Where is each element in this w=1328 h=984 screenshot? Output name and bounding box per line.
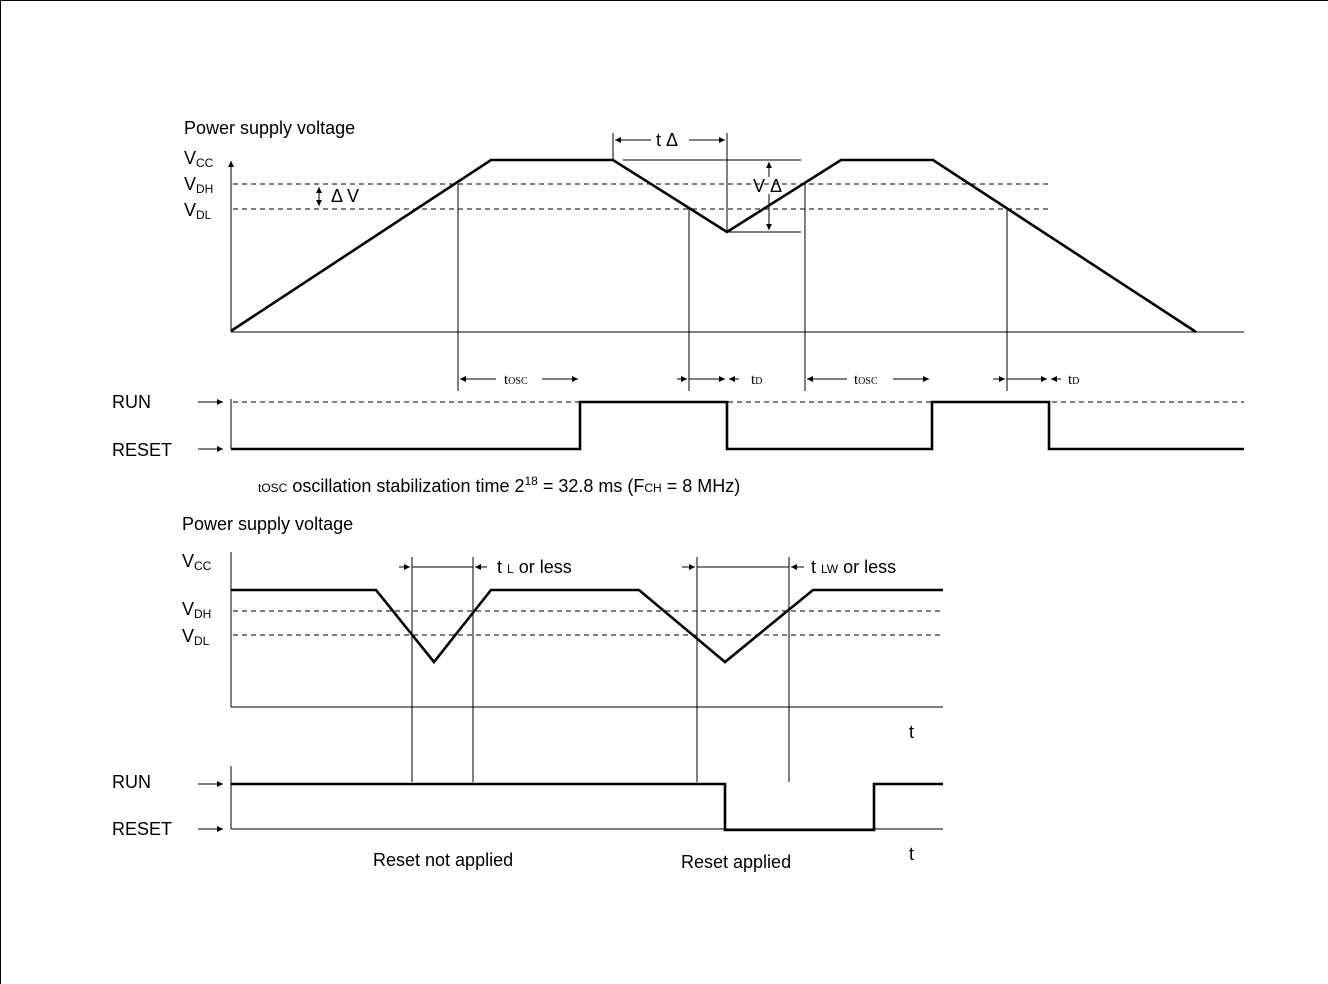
tosc-label-2: tOSC — [854, 372, 878, 388]
power-supply-title-1: Power supply voltage — [184, 118, 355, 138]
tl-label: t L or less — [497, 557, 572, 577]
td-label-2: tD — [1068, 372, 1079, 388]
power-supply-title-2: Power supply voltage — [182, 514, 353, 534]
voltage-waveform-1 — [230, 158, 1197, 334]
voltage-waveform-2 — [231, 588, 943, 665]
tlw-label: t LW or less — [811, 557, 896, 577]
v-delta-label: V Δ — [753, 176, 782, 196]
voltage-diagram-1: Power supply voltage VCC VDH VDL Δ V t Δ… — [112, 118, 1244, 460]
td-label-1: tD — [751, 372, 762, 388]
run-label-2: RUN — [112, 772, 151, 792]
t-delta-label: t Δ — [656, 130, 678, 150]
reset-label-1: RESET — [112, 440, 172, 460]
vcc-label-2: VCC — [182, 551, 212, 573]
run-label-1: RUN — [112, 392, 151, 412]
vcc-label-1: VCC — [184, 148, 214, 170]
reset-signal-1 — [231, 400, 1244, 451]
t-axis-label-2: t — [909, 722, 914, 742]
voltage-diagram-2: Power supply voltage VCC VDH VDL t t L o… — [112, 514, 943, 872]
reset-applied-label: Reset applied — [681, 852, 791, 872]
vdh-label-2: VDH — [182, 599, 211, 621]
reset-label-2: RESET — [112, 819, 172, 839]
tosc-label-1: tOSC — [504, 372, 528, 388]
t-axis-label-2b: t — [909, 844, 914, 864]
vdl-label-2: VDL — [182, 626, 210, 648]
reset-not-applied-label: Reset not applied — [373, 850, 513, 870]
tosc-note: tOSC oscillation stabilization time 218 … — [258, 474, 740, 496]
delta-v-label: Δ V — [331, 186, 359, 206]
vdl-label-1: VDL — [184, 200, 212, 222]
vdh-label-1: VDH — [184, 174, 213, 196]
reset-signal-2 — [231, 782, 943, 832]
